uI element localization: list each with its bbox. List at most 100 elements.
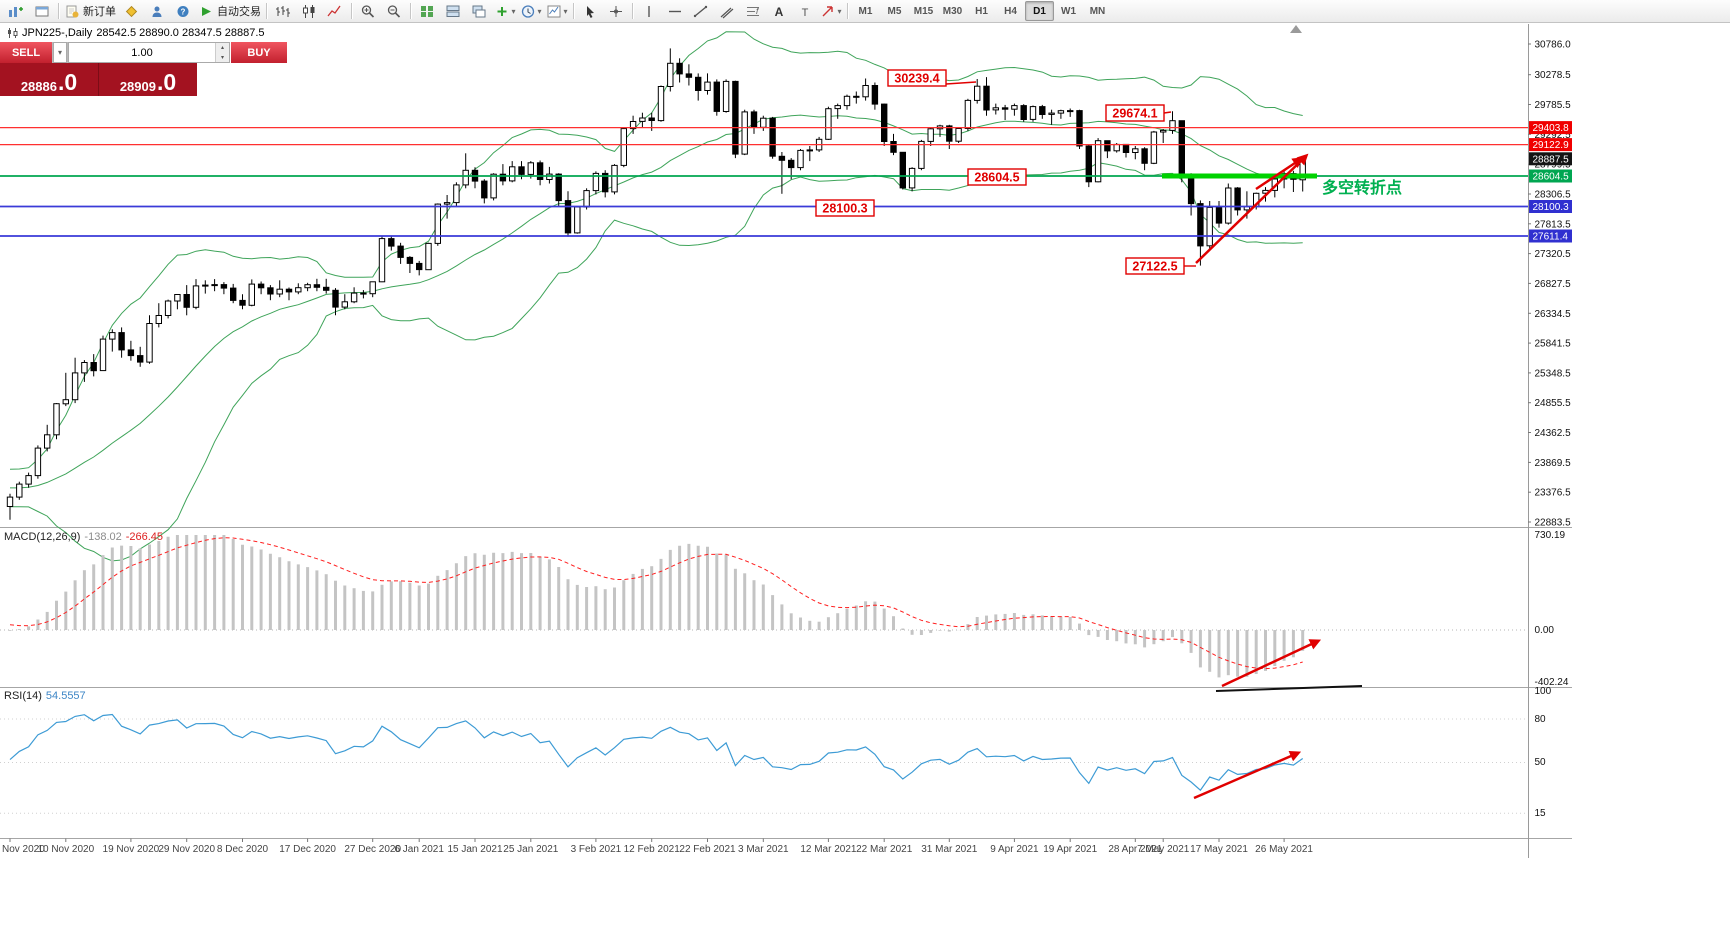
svg-text:26334.5: 26334.5 bbox=[1535, 309, 1572, 320]
cursor-button[interactable] bbox=[577, 1, 603, 21]
trendline-icon bbox=[693, 4, 709, 19]
indicators-button[interactable]: ▾ bbox=[492, 1, 518, 21]
tf-m1[interactable]: M1 bbox=[858, 5, 873, 17]
svg-text:30278.5: 30278.5 bbox=[1535, 70, 1572, 81]
price-axis[interactable]: 30786.030278.529785.529292.528799.528306… bbox=[1528, 40, 1572, 529]
svg-text:22883.5: 22883.5 bbox=[1535, 518, 1572, 529]
cascade-button[interactable] bbox=[466, 1, 492, 21]
svg-text:15: 15 bbox=[1535, 808, 1547, 819]
zoom-in-button[interactable] bbox=[355, 1, 381, 21]
chevron-down-icon: ▾ bbox=[511, 6, 516, 16]
arrows-button[interactable]: ▾ bbox=[818, 1, 844, 21]
sell-price-display[interactable]: 28886 .0 bbox=[0, 63, 98, 96]
linechart-icon bbox=[327, 4, 343, 19]
channel-button[interactable] bbox=[714, 1, 740, 21]
svg-text:25348.5: 25348.5 bbox=[1535, 368, 1572, 379]
text-a-icon: A bbox=[771, 4, 787, 19]
volume-down-icon[interactable]: ▾ bbox=[216, 52, 229, 62]
svg-text:17 Dec 2020: 17 Dec 2020 bbox=[279, 844, 336, 855]
tf-m30[interactable]: M30 bbox=[942, 5, 963, 17]
trade-prices-row: 28886 .0 28909 .0 bbox=[0, 63, 197, 96]
tf-d1[interactable]: D1 bbox=[1025, 1, 1054, 21]
svg-text:T: T bbox=[802, 7, 809, 19]
sell-price-main: 28886 bbox=[20, 79, 57, 94]
buy-button[interactable]: BUY bbox=[231, 42, 287, 63]
svg-text:12 Feb 2021: 12 Feb 2021 bbox=[624, 844, 681, 855]
zoom-out-icon bbox=[386, 4, 402, 19]
volume-up-icon[interactable]: ▴ bbox=[216, 43, 229, 53]
price-callout[interactable]: 29674.1 bbox=[1105, 104, 1172, 122]
price-callout[interactable]: 30239.4 bbox=[887, 69, 977, 87]
line-chart-button[interactable] bbox=[322, 1, 348, 21]
trade-controls-row: SELL ▾ ▴ ▾ BUY bbox=[0, 42, 287, 63]
tile-windows-button[interactable] bbox=[414, 1, 440, 21]
tf-mn[interactable]: MN bbox=[1089, 5, 1106, 17]
templates-button[interactable]: ▾ bbox=[544, 1, 570, 21]
svg-text:19 Nov 2020: 19 Nov 2020 bbox=[103, 844, 160, 855]
profiles-button[interactable] bbox=[29, 1, 55, 21]
volume-input[interactable] bbox=[69, 43, 215, 62]
macd-trendline[interactable] bbox=[1215, 685, 1363, 692]
hline-icon bbox=[667, 4, 683, 19]
crosshair-button[interactable] bbox=[603, 1, 629, 21]
svg-text:Nov 2020: Nov 2020 bbox=[2, 844, 45, 855]
rsi-name: RSI(14) bbox=[4, 690, 42, 702]
svg-text:28604.5: 28604.5 bbox=[1533, 172, 1570, 183]
mini-chart-icon bbox=[7, 27, 18, 39]
svg-text:29 Nov 2020: 29 Nov 2020 bbox=[158, 844, 215, 855]
trend-arrow[interactable] bbox=[1255, 157, 1304, 191]
chevron-down-icon: ▾ bbox=[563, 6, 568, 16]
tf-h4[interactable]: H4 bbox=[1004, 5, 1017, 17]
macd-main-value: -138.02 bbox=[84, 531, 122, 543]
community-button[interactable] bbox=[144, 1, 170, 21]
autotrading-button[interactable]: 自动交易 bbox=[196, 1, 263, 21]
svg-text:28306.5: 28306.5 bbox=[1535, 190, 1572, 201]
hline-button[interactable] bbox=[662, 1, 688, 21]
svg-text:26 May 2021: 26 May 2021 bbox=[1255, 844, 1313, 855]
rsi-indicator-label: RSI(14) 54.5557 bbox=[4, 690, 86, 702]
annotation-text[interactable]: 多空转折点 bbox=[1322, 178, 1402, 197]
trend-arrow[interactable] bbox=[1195, 153, 1309, 264]
svg-text:30786.0: 30786.0 bbox=[1535, 40, 1572, 51]
arrow-tool-icon bbox=[820, 4, 836, 19]
new-chart-button[interactable] bbox=[3, 1, 29, 21]
vline-icon bbox=[641, 4, 657, 19]
tf-h1[interactable]: H1 bbox=[975, 5, 988, 17]
one-click-trading-panel: SELL ▾ ▴ ▾ BUY 28886 .0 28909 .0 bbox=[0, 42, 287, 96]
tf-m5[interactable]: M5 bbox=[887, 5, 902, 17]
tf-w1[interactable]: W1 bbox=[1061, 5, 1076, 17]
svg-text:100: 100 bbox=[1535, 686, 1552, 697]
price-callout[interactable]: 28604.5 bbox=[967, 168, 1027, 186]
vline-button[interactable] bbox=[636, 1, 662, 21]
order-type-dropdown[interactable]: ▾ bbox=[53, 42, 67, 63]
label-button[interactable]: T bbox=[792, 1, 818, 21]
candles-button[interactable] bbox=[296, 1, 322, 21]
bars-button[interactable] bbox=[270, 1, 296, 21]
template-icon bbox=[546, 4, 562, 19]
periods-button[interactable]: ▾ bbox=[518, 1, 544, 21]
rsi-arrow[interactable] bbox=[1193, 750, 1302, 800]
fibo-button[interactable]: f bbox=[740, 1, 766, 21]
price-callout[interactable]: 28100.3 bbox=[815, 199, 875, 217]
ohlc-values: 28542.5 28890.0 28347.5 28887.5 bbox=[96, 27, 265, 39]
metaeditor-button[interactable] bbox=[118, 1, 144, 21]
buy-price-display[interactable]: 28909 .0 bbox=[98, 63, 197, 96]
chart-shift-marker[interactable] bbox=[1290, 25, 1302, 33]
trendline-button[interactable] bbox=[688, 1, 714, 21]
macd-arrow[interactable] bbox=[1221, 639, 1322, 688]
candles-icon bbox=[301, 4, 317, 19]
tf-m15[interactable]: M15 bbox=[913, 5, 934, 17]
sell-button[interactable]: SELL bbox=[0, 42, 52, 63]
svg-text:28100.3: 28100.3 bbox=[822, 202, 867, 216]
zoom-out-button[interactable] bbox=[381, 1, 407, 21]
symbol-period-label: JPN225-,Daily bbox=[22, 27, 93, 39]
price-callout[interactable]: 27122.5 bbox=[1125, 257, 1196, 275]
arrange-button[interactable] bbox=[440, 1, 466, 21]
new-order-button[interactable]: 新订单 bbox=[62, 1, 118, 21]
help-button[interactable]: ? bbox=[170, 1, 196, 21]
svg-text:9 Apr 2021: 9 Apr 2021 bbox=[990, 844, 1039, 855]
plus-green-icon bbox=[494, 4, 510, 19]
text-button[interactable]: A bbox=[766, 1, 792, 21]
